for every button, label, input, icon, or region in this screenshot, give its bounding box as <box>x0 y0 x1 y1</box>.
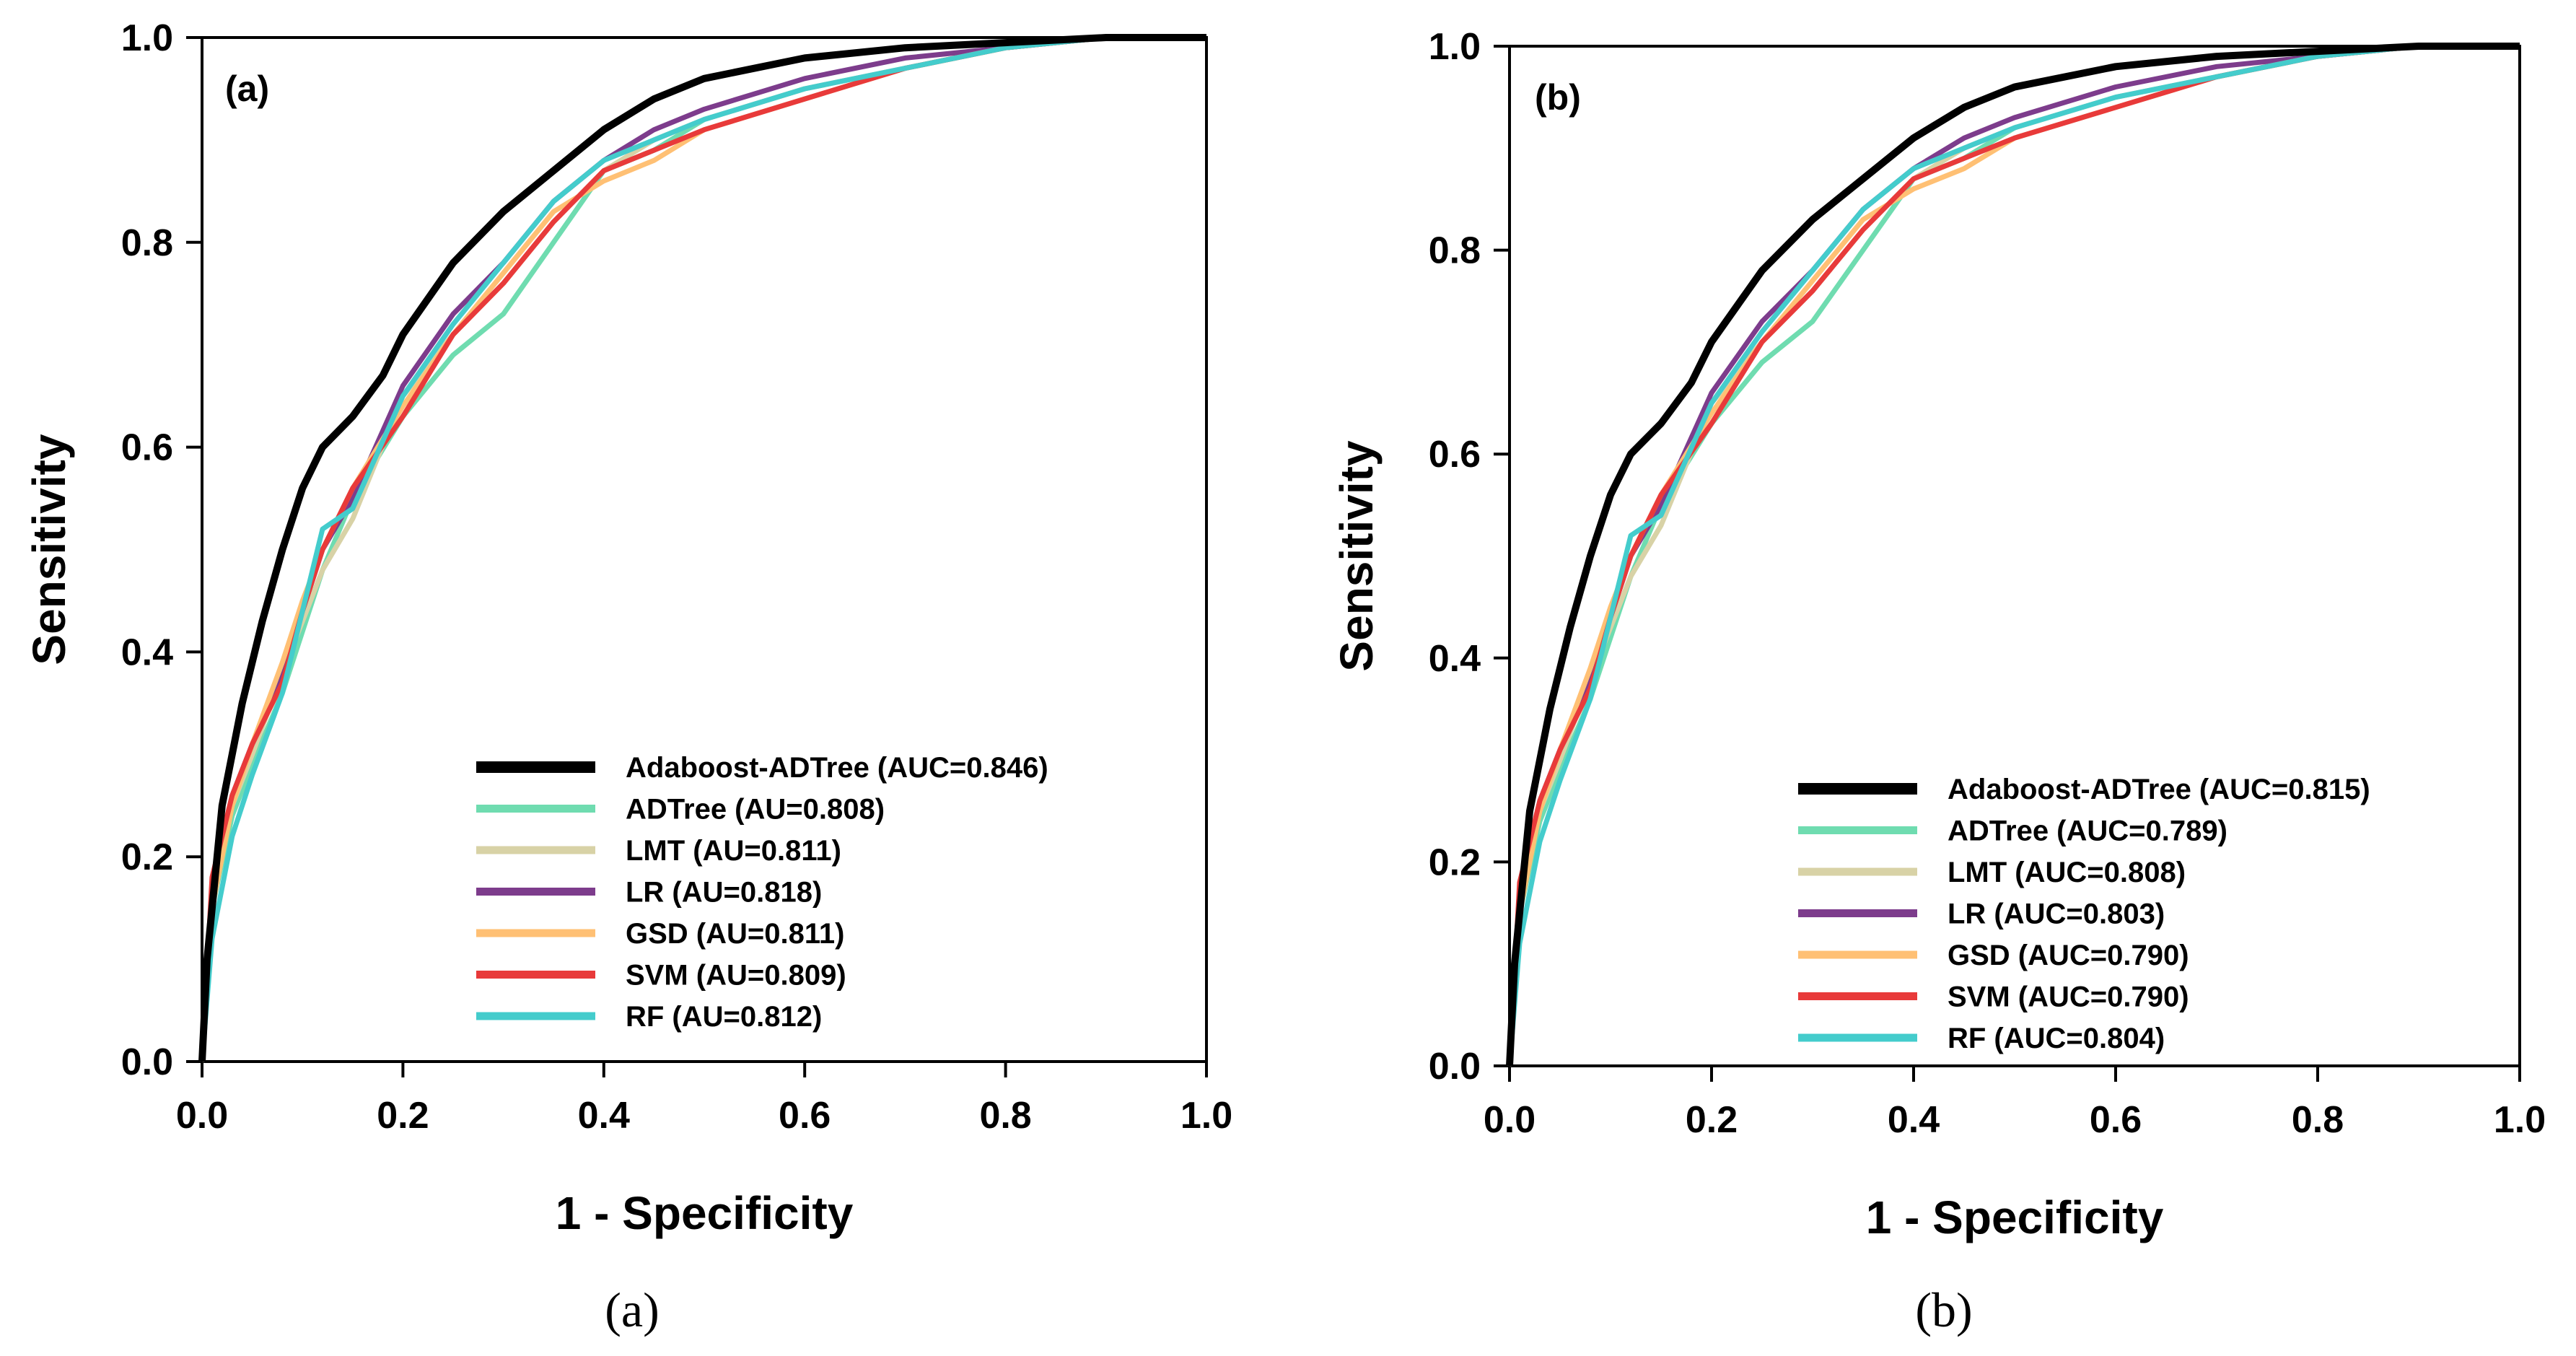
legend-label: ADTree (AUC=0.789) <box>1948 815 2227 847</box>
x-tick-label: 0.0 <box>1484 1099 1535 1141</box>
y-tick-label: 0.8 <box>1429 230 1481 272</box>
roc-curve-rf <box>199 35 1206 1062</box>
legend-label: LMT (AUC=0.808) <box>1948 857 2186 888</box>
x-tick-label: 0.4 <box>578 1095 630 1137</box>
legend-label: Adaboost-ADTree (AUC=0.846) <box>626 752 1048 784</box>
y-tick-label: 0.0 <box>1429 1046 1481 1088</box>
roc-curve-rf <box>1507 43 2520 1067</box>
y-tick-label: 1.0 <box>1429 26 1481 68</box>
x-tick-label: 0.6 <box>2090 1099 2142 1141</box>
panel-caption: (b) <box>1915 1282 1972 1337</box>
y-tick-label: 0.4 <box>1429 638 1481 680</box>
x-tick-label: 0.8 <box>979 1095 1031 1137</box>
x-tick-label: 0.2 <box>377 1095 429 1137</box>
plot-frame <box>201 36 1208 1063</box>
legend-label: LR (AUC=0.803) <box>1948 898 2165 930</box>
x-tick-label: 0.6 <box>779 1095 831 1137</box>
roc-panel-a: 0.0 0.2 0.4 0.6 0.8 1.0 0.0 0.2 0.4 0.6 0.8 1.0 1 - … <box>23 17 1232 1337</box>
x-tick-label: 0.4 <box>1888 1099 1940 1141</box>
y-tick-label: 0.4 <box>121 631 173 673</box>
x-axis-title: 1 - Specificity <box>1866 1191 2164 1243</box>
panel-tag: (b) <box>1535 77 1581 118</box>
legend-label: SVM (AUC=0.790) <box>1948 981 2189 1013</box>
roc-curve-adaboost-adtree <box>198 34 1206 1062</box>
panel-tag: (a) <box>225 69 269 109</box>
legend-label: LMT (AU=0.811) <box>626 835 841 867</box>
x-tick-label: 1.0 <box>1180 1095 1232 1137</box>
legend-label: GSD (AUC=0.790) <box>1948 940 2189 971</box>
panel-caption: (a) <box>605 1282 659 1337</box>
legend-label: Adaboost-ADTree (AUC=0.815) <box>1948 774 2370 805</box>
y-tick-label: 0.8 <box>121 222 173 264</box>
legend-label: SVM (AU=0.809) <box>626 960 846 992</box>
x-tick-label: 1.0 <box>2494 1099 2546 1141</box>
x-axis-title: 1 - Specificity <box>556 1187 854 1239</box>
legend-label: RF (AUC=0.804) <box>1948 1023 2165 1054</box>
roc-curve-adaboost-adtree <box>1506 43 2520 1067</box>
plot-frame <box>1508 45 2521 1067</box>
x-tick-label: 0.0 <box>176 1095 228 1137</box>
x-tick-label: 0.8 <box>2292 1099 2344 1141</box>
y-tick-label: 0.2 <box>121 836 173 878</box>
legend-label: RF (AU=0.812) <box>626 1001 822 1033</box>
y-tick-label: 0.0 <box>121 1041 173 1083</box>
y-tick-label: 0.2 <box>1429 841 1481 883</box>
y-tick-label: 0.6 <box>1429 434 1481 476</box>
legend-label: LR (AU=0.818) <box>626 877 822 909</box>
y-tick-label: 1.0 <box>121 17 173 59</box>
legend-label: ADTree (AU=0.808) <box>626 794 885 826</box>
y-axis-title: Sensitivity <box>1331 440 1383 672</box>
y-axis-title: Sensitivity <box>23 434 75 665</box>
roc-panel-b: 0.0 0.2 0.4 0.6 0.8 1.0 0.0 0.2 0.4 0.6 0.8 1.0 1 - … <box>1331 26 2546 1337</box>
y-tick-label: 0.6 <box>121 427 173 469</box>
x-tick-label: 0.2 <box>1686 1099 1738 1141</box>
legend-label: GSD (AU=0.811) <box>626 918 844 950</box>
